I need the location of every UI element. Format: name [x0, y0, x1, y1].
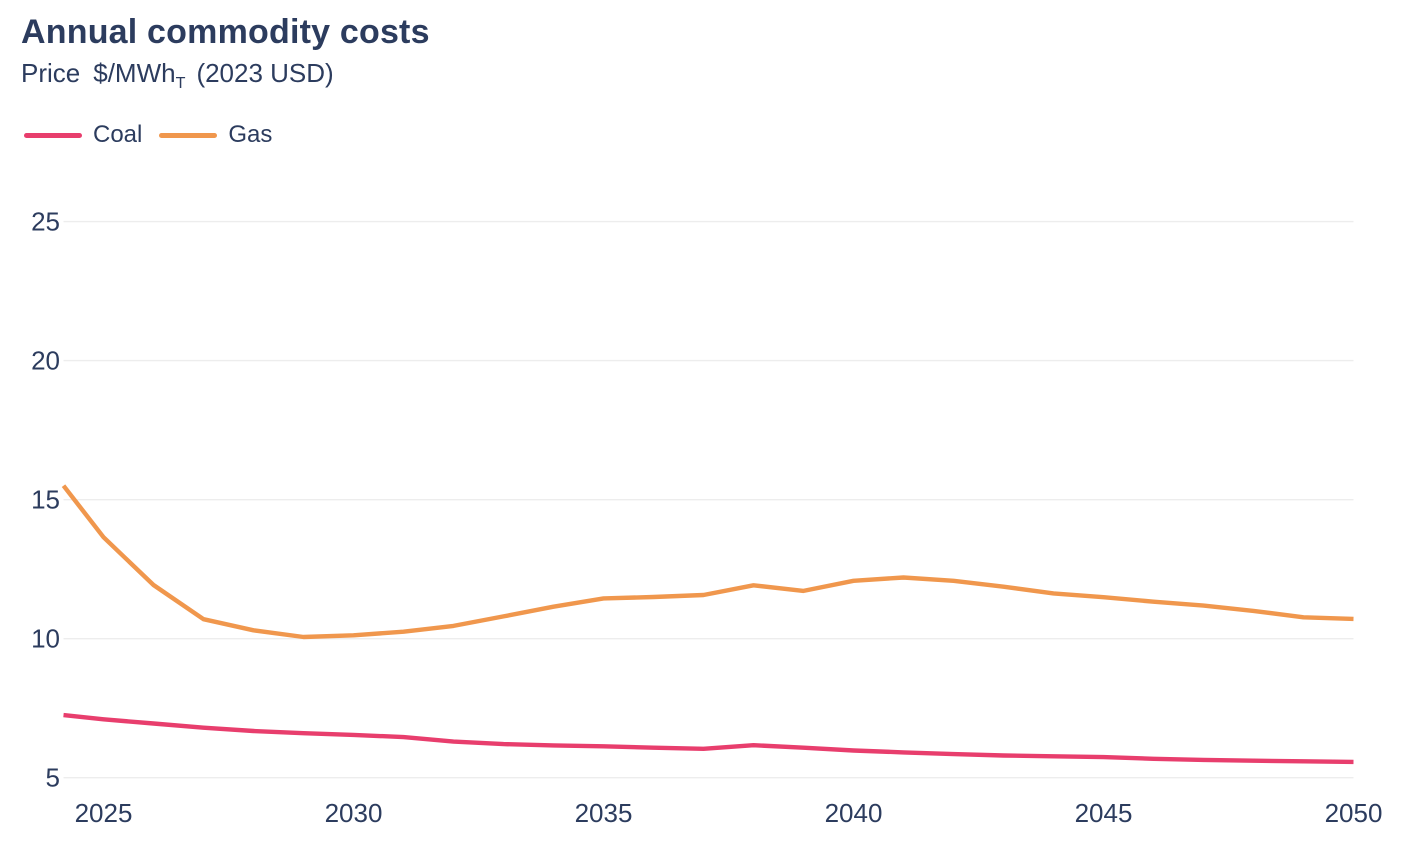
x-tick-label-2050: 2050: [1325, 798, 1383, 828]
legend-item-gas[interactable]: Gas: [159, 121, 272, 149]
coal-line-swatch: [24, 132, 82, 138]
chart-subtitle: Price $/MWhT (2023 USD): [21, 58, 334, 93]
x-tick-label-2025: 2025: [75, 798, 133, 828]
series-line-gas: [61, 484, 1354, 640]
subtitle-price-label: Price: [21, 58, 81, 88]
y-tick-label-15: 15: [31, 485, 60, 515]
chart-title: Annual commodity costs: [21, 13, 430, 51]
subtitle-unit-subscript: T: [175, 74, 186, 93]
y-tick-label-10: 10: [31, 624, 60, 654]
subtitle-basis: (2023 USD): [196, 58, 334, 88]
chart-legend: Coal Gas: [24, 121, 272, 149]
y-tick-label-5: 5: [46, 763, 60, 793]
y-tick-label-20: 20: [31, 346, 60, 376]
series-line-coal: [63, 712, 1354, 765]
subtitle-unit: $/MWh: [93, 58, 176, 88]
legend-label-coal: Coal: [93, 121, 143, 148]
legend-label-gas: Gas: [228, 121, 273, 148]
y-tick-label-25: 25: [31, 207, 60, 237]
x-tick-label-2040: 2040: [825, 798, 883, 828]
x-tick-label-2030: 2030: [325, 798, 383, 828]
legend-item-coal[interactable]: Coal: [24, 121, 142, 149]
x-tick-label-2045: 2045: [1075, 798, 1133, 828]
x-tick-label-2035: 2035: [575, 798, 633, 828]
gas-line-swatch: [159, 132, 218, 138]
